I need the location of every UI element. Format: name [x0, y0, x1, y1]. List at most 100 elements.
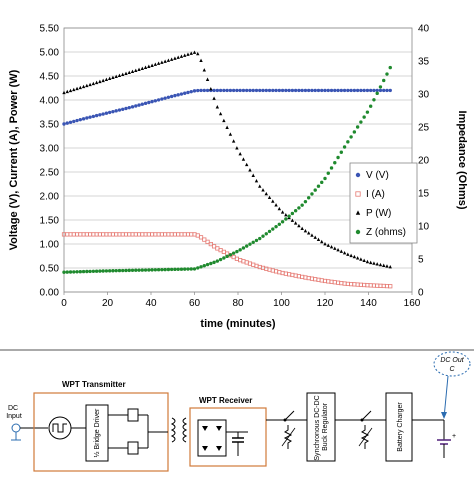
data-point	[173, 267, 177, 272]
data-point	[231, 139, 236, 143]
y-right-tick-label: 0	[418, 288, 424, 299]
data-point	[98, 113, 102, 117]
data-point	[121, 268, 125, 273]
data-point	[183, 91, 187, 95]
data-point	[228, 132, 233, 136]
data-point	[150, 268, 154, 272]
mosfet-pair-icon	[108, 408, 168, 455]
data-point	[342, 251, 347, 255]
data-point	[277, 206, 282, 211]
data-point	[137, 103, 141, 107]
data-point	[169, 267, 174, 272]
data-point	[192, 267, 197, 271]
data-point	[313, 88, 317, 93]
legend-marker	[355, 210, 361, 215]
legend-label: V (V)	[366, 170, 389, 181]
data-point	[333, 246, 337, 250]
series-3	[62, 65, 392, 274]
data-point	[300, 88, 304, 93]
data-point	[156, 98, 161, 102]
data-point	[160, 267, 164, 272]
data-point	[81, 117, 86, 121]
data-point	[346, 252, 350, 256]
legend-label: Z (ohms)	[366, 227, 406, 238]
block-diagram: DC Input WPT Transmitter ½ Bridge Driver	[6, 351, 471, 472]
data-point	[303, 199, 308, 204]
data-point	[150, 63, 154, 67]
data-point	[78, 270, 83, 274]
buck-label-line2: Buck Regulator	[322, 402, 329, 451]
y-left-tick-label: 4.00	[40, 96, 60, 107]
data-point	[85, 83, 89, 88]
y-left-axis-ticks: 0.00 0.50 1.00 1.50 2.00 2.50 3.00 3.50 4.00 4.50…	[40, 24, 60, 299]
data-point	[104, 269, 109, 273]
data-point	[287, 214, 291, 218]
data-point	[173, 93, 177, 98]
data-point	[231, 251, 236, 255]
data-point	[245, 88, 249, 93]
data-point	[280, 220, 285, 224]
data-point	[88, 269, 92, 274]
coil-icon	[170, 417, 188, 443]
data-point	[238, 151, 242, 156]
data-point	[248, 242, 252, 246]
data-point	[114, 268, 118, 273]
data-point	[382, 88, 386, 93]
x-tick-label: 120	[317, 298, 334, 309]
data-point	[222, 256, 226, 260]
data-point	[258, 88, 262, 93]
data-point	[297, 223, 301, 228]
data-point	[375, 91, 379, 96]
legend-marker	[355, 172, 361, 178]
y-left-tick-label: 3.00	[40, 144, 60, 155]
data-point	[94, 269, 99, 273]
data-point	[179, 267, 184, 271]
y-left-tick-label: 2.00	[40, 192, 60, 203]
data-point	[355, 125, 360, 129]
data-point	[215, 105, 220, 109]
data-point	[378, 262, 383, 267]
data-point	[205, 88, 210, 93]
data-point	[241, 157, 246, 161]
data-point	[267, 229, 272, 234]
data-point	[192, 89, 197, 93]
data-point	[196, 266, 200, 270]
data-point	[85, 116, 89, 120]
data-point	[68, 88, 73, 93]
data-point	[277, 222, 282, 226]
data-point	[228, 88, 233, 93]
data-point	[329, 88, 334, 93]
data-point	[333, 88, 337, 93]
data-point	[372, 98, 376, 102]
data-point	[198, 235, 204, 240]
data-point	[359, 120, 363, 124]
legend-box	[349, 162, 418, 244]
data-point	[205, 239, 210, 244]
data-point	[349, 253, 353, 258]
legend-label: I (A)	[366, 189, 385, 200]
data-point	[303, 229, 308, 233]
battery-charger-box	[385, 392, 413, 462]
data-point	[134, 104, 138, 108]
data-point	[114, 74, 118, 79]
y-right-tick-label: 40	[418, 24, 430, 35]
data-point	[382, 78, 386, 83]
data-point	[254, 238, 259, 243]
legend-label: P (W)	[366, 208, 391, 219]
data-point	[323, 176, 327, 181]
rectifier-bridge-icon	[197, 419, 248, 457]
series-0	[62, 88, 392, 126]
data-point	[160, 60, 164, 64]
data-point	[137, 67, 141, 71]
data-point	[81, 84, 86, 89]
data-point	[209, 87, 213, 91]
data-point	[349, 88, 353, 93]
data-point	[117, 108, 122, 112]
data-point	[355, 256, 360, 260]
data-point	[98, 269, 102, 273]
data-point	[248, 88, 252, 93]
data-point	[388, 265, 392, 269]
data-point	[183, 267, 187, 271]
chart: 0 20 40 60 80 100 120 140 160 0.000.501.001.502.…	[8, 24, 468, 331]
data-point	[346, 140, 350, 144]
